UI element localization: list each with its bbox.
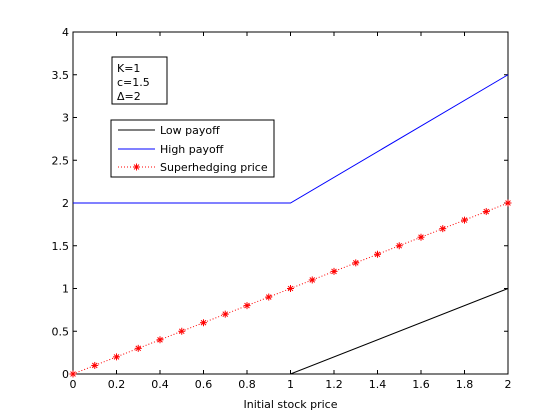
x-tick-label: 0.4: [151, 378, 169, 391]
annotation-line-c: c=1.5: [117, 76, 150, 89]
y-tick-label: 3: [62, 112, 69, 125]
x-tick-label: 1: [287, 378, 294, 391]
data-point-superhedging-price: [221, 310, 229, 318]
legend-marker-asterisk: [133, 163, 140, 171]
data-point-superhedging-price: [113, 353, 120, 361]
data-point-superhedging-price: [178, 327, 186, 335]
data-point-superhedging-price: [417, 233, 425, 241]
data-point-superhedging-price: [504, 199, 512, 207]
data-point-superhedging-price: [91, 361, 99, 369]
data-point-superhedging-price: [287, 285, 294, 292]
data-point-superhedging-price: [156, 336, 164, 344]
x-tick-label: 1.2: [325, 378, 343, 391]
y-tick-label: 2.5: [52, 154, 70, 167]
annotation-line-delta: Δ=2: [117, 90, 141, 103]
annotation-frame: [111, 56, 168, 105]
data-point-superhedging-price: [308, 276, 316, 284]
data-point-superhedging-price: [200, 319, 207, 327]
y-tick-label: 0: [62, 368, 69, 381]
axis-ticks: 0 0.2 0.4 0.6 0.8 1 1.2 1.4 1.6 1.8 2 0 0.5 1 1.5 2 2.5 3…: [52, 26, 512, 391]
x-tick-label: 0.6: [195, 378, 213, 391]
data-point-superhedging-price: [374, 250, 381, 258]
y-tick-label: 3.5: [52, 69, 70, 82]
series-line-low-payoff: [73, 288, 509, 375]
y-tick-label: 2: [62, 197, 69, 210]
x-tick-label: 1.6: [412, 378, 430, 391]
y-tick-label: 1.5: [52, 240, 70, 253]
data-point-superhedging-price: [439, 225, 447, 233]
y-tick-label: 4: [62, 26, 69, 39]
x-tick-label: 0: [70, 378, 77, 391]
y-tick-label: 0.5: [52, 325, 70, 338]
data-point-superhedging-price: [134, 344, 142, 352]
legend-swatch-superhedging-marker: [133, 163, 140, 171]
data-point-superhedging-price: [352, 259, 360, 267]
data-point-superhedging-price: [265, 293, 273, 301]
annotation-line-k: K=1: [117, 62, 140, 75]
y-tick-label: 1: [62, 283, 69, 296]
data-point-superhedging-price: [330, 267, 338, 275]
x-tick-label: 0.2: [108, 378, 126, 391]
data-point-superhedging-price: [482, 208, 490, 216]
legend-label-high-payoff: High payoff: [160, 143, 224, 156]
x-tick-label: 1.8: [456, 378, 474, 391]
legend-label-superhedging-price: Superhedging price: [160, 161, 268, 174]
x-tick-label: 1.4: [369, 378, 387, 391]
legend: Low payoff High payoff Superhedging pric…: [110, 119, 275, 178]
series-group: [69, 74, 512, 378]
data-point-superhedging-price: [395, 242, 403, 250]
x-tick-label: 2: [505, 378, 512, 391]
x-axis-label: Initial stock price: [244, 398, 338, 411]
data-point-superhedging-price: [243, 302, 251, 310]
legend-label-low-payoff: Low payoff: [160, 124, 220, 137]
data-point-superhedging-price: [461, 216, 468, 224]
parameter-annotation: K=1 c=1.5 Δ=2: [111, 56, 168, 105]
series-line-high-payoff: [73, 74, 509, 204]
x-tick-label: 0.8: [238, 378, 256, 391]
data-point-superhedging-price: [69, 370, 77, 378]
